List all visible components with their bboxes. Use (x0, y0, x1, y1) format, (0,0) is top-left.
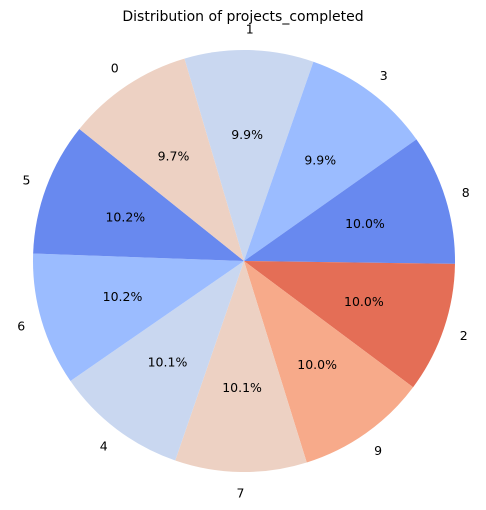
pie-pct-label-1: 9.9% (231, 127, 263, 142)
pie-pct-label-8: 10.0% (345, 216, 385, 231)
pie-pct-label-4: 10.1% (148, 354, 188, 369)
pie-slice-4 (70, 261, 245, 461)
pie-category-label-6: 6 (17, 319, 25, 334)
pie-category-label-3: 3 (380, 68, 388, 83)
pie-slice-8 (244, 139, 455, 264)
pie-pct-label-0: 9.7% (158, 148, 190, 163)
pie-category-label-2: 2 (460, 328, 468, 343)
pie-pct-label-3: 9.9% (304, 152, 336, 167)
pie-category-label-0: 0 (111, 61, 119, 76)
chart-title: Distribution of projects_completed (122, 9, 363, 25)
pie-pct-label-5: 10.2% (105, 209, 145, 224)
pie-category-label-1: 1 (246, 21, 254, 36)
pie-pct-label-7: 10.1% (222, 380, 262, 395)
pie-slice-5 (33, 129, 244, 261)
pie-category-label-8: 8 (462, 185, 470, 200)
pie-slice-9 (244, 261, 414, 463)
pie-category-label-7: 7 (237, 486, 245, 501)
pie-slice-7 (175, 261, 307, 472)
pie-category-label-4: 4 (100, 438, 108, 453)
pie-category-label-9: 9 (374, 443, 382, 458)
pie-slice-1 (184, 49, 314, 262)
pie-category-label-5: 5 (22, 173, 30, 188)
pie-slice-6 (32, 253, 245, 381)
pie-slice-2 (244, 261, 455, 388)
pie-slice-0 (79, 58, 244, 261)
pie-slice-3 (244, 61, 417, 261)
pie-pct-label-9: 10.0% (297, 357, 337, 372)
pie-pct-label-2: 10.0% (344, 294, 384, 309)
pie-pct-label-6: 10.2% (103, 289, 143, 304)
pie-slices (32, 49, 455, 472)
pie-labels: 9.9% 1 9.9% 3 10.0% 8 10.0% 2 10.0% 9 10.1% 7 10.1% 4… (17, 21, 469, 500)
